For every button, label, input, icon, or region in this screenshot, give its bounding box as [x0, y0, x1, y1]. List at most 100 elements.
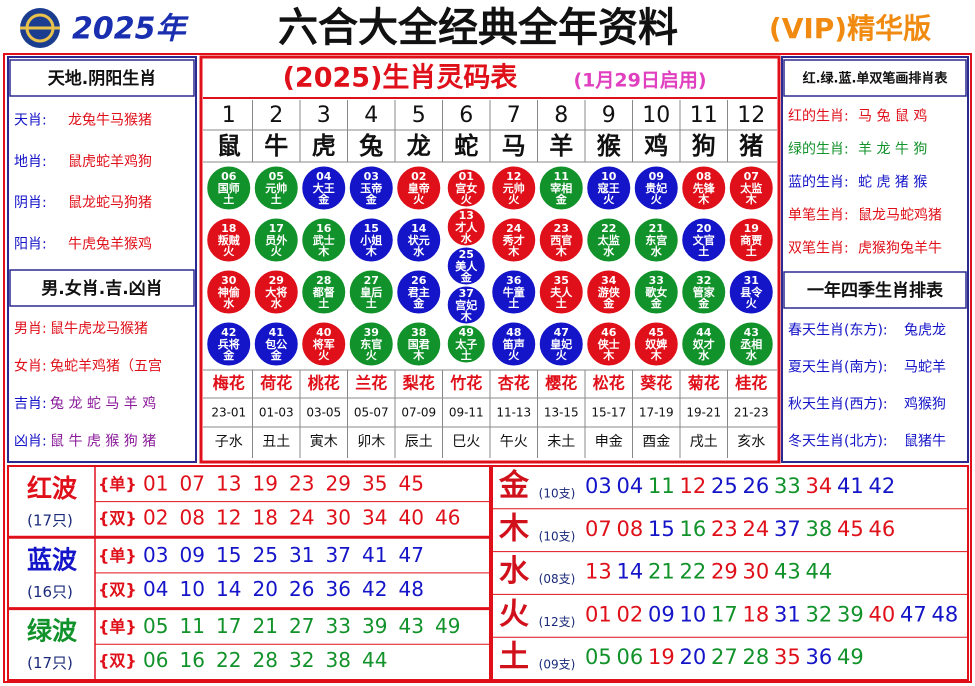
panel-row-label: 红的生肖:	[788, 109, 849, 125]
left-frame	[7, 56, 197, 463]
number-ball	[538, 269, 584, 315]
ball-name: 商贾	[740, 233, 762, 247]
panel-title-box	[9, 269, 195, 307]
ball-name: 东官	[360, 337, 382, 351]
element-number: 36	[806, 645, 833, 669]
ball-number: 40	[316, 326, 332, 339]
column-zodiac: 蛇	[454, 132, 478, 160]
element-number: 39	[837, 602, 864, 626]
element-number: 08	[617, 517, 644, 541]
ball-element: 木	[650, 348, 663, 362]
element-number: 12	[680, 474, 707, 498]
column-zodiac: 龙	[407, 132, 431, 160]
ball-element: 金	[317, 192, 330, 206]
ball-number: 45	[649, 326, 664, 339]
ball-element: 木	[697, 192, 710, 206]
wave-number: 48	[399, 577, 424, 601]
wave-number: 19	[253, 472, 278, 496]
panel-row-label: 阴肖:	[14, 195, 47, 211]
ball-number: 05	[269, 170, 284, 183]
ball-number: 14	[411, 222, 427, 235]
panel-row-label: 男肖:	[14, 321, 47, 337]
ball-name: 将军	[313, 337, 335, 351]
ball-element: 土	[271, 192, 282, 206]
ball-number: 29	[269, 274, 284, 287]
ball-name: 太监	[597, 233, 620, 247]
column-flower: 梨花	[402, 374, 435, 393]
element-number: 46	[869, 517, 896, 541]
wave-number: 44	[362, 648, 387, 672]
number-ball	[633, 321, 679, 367]
element-name: 金	[498, 469, 530, 504]
column-zodiac: 猴	[597, 132, 622, 160]
ball-name: 皇后	[360, 285, 382, 299]
element-number: 41	[837, 474, 864, 498]
panel-row-label: 阳肖:	[14, 236, 47, 252]
column-index: 1	[222, 103, 236, 128]
number-ball	[253, 217, 299, 263]
element-name: 土	[499, 640, 529, 675]
ball-element: 土	[746, 244, 757, 258]
column-flower: 桃花	[308, 374, 340, 393]
element-number: 10	[680, 602, 707, 626]
number-ball	[491, 269, 537, 315]
ball-element: 土	[318, 296, 329, 310]
ball-element: 金	[602, 296, 615, 310]
ball-element: 金	[650, 296, 663, 310]
ball-number: 10	[601, 170, 617, 183]
column-flower: 梅花	[213, 374, 245, 393]
number-ball	[538, 217, 584, 263]
wave-number: 15	[216, 543, 241, 567]
panel-row-label: 地肖:	[14, 154, 47, 170]
ball-element: 水	[223, 296, 235, 310]
ball-element: 火	[271, 245, 283, 258]
wave-name: 红波	[27, 474, 78, 503]
column-zodiac: 猪	[739, 132, 763, 160]
ball-element: 水	[413, 244, 425, 258]
panel-row-label: 绿的生肖:	[788, 142, 849, 158]
ball-element: 火	[318, 349, 330, 362]
element-number: 05	[585, 645, 612, 669]
panel-row-value: 马 兔 鼠 鸡	[858, 108, 927, 125]
ball-name: 太子	[454, 337, 477, 351]
wave-number: 26	[289, 577, 314, 601]
ball-name: 玉帝	[360, 181, 382, 195]
ball-name: 贵妃	[645, 181, 667, 195]
wave-number: 24	[289, 506, 314, 530]
number-ball	[681, 165, 727, 211]
wave-number: 34	[362, 506, 387, 530]
ball-name: 东宫	[645, 233, 667, 247]
ball-element: 水	[698, 348, 710, 362]
number-ball	[633, 165, 679, 211]
ball-number: 49	[459, 326, 474, 339]
element-number: 29	[711, 560, 738, 584]
panel-row-value: 羊 龙 牛 狗	[858, 142, 927, 158]
table-subtitle: (1月29日启用)	[573, 69, 706, 92]
wave-number: 18	[253, 506, 278, 530]
panel-row-value: 鸡猴狗	[904, 396, 946, 413]
panel-title-box	[9, 59, 195, 97]
column-index: 10	[642, 103, 670, 128]
wave-count: (17只)	[27, 512, 73, 530]
number-ball	[446, 246, 486, 286]
ball-element: 木	[412, 348, 425, 362]
ball-name: 丞相	[740, 337, 762, 351]
element-number: 31	[774, 602, 801, 626]
ball-number: 47	[554, 326, 569, 339]
wave-name: 绿波	[27, 617, 78, 646]
wave-number: 31	[289, 543, 314, 567]
ball-element: 水	[271, 296, 283, 310]
ball-name: 夫人	[550, 285, 573, 299]
column-index: 8	[554, 103, 568, 128]
element-number: 35	[774, 645, 801, 669]
element-number: 26	[743, 474, 770, 498]
panel-row-value: 牛虎兔羊猴鸡	[68, 235, 152, 252]
element-number: 06	[617, 645, 644, 669]
ball-number: 06	[221, 170, 237, 183]
column-zodiac: 牛	[264, 132, 288, 160]
ball-number: 39	[364, 326, 379, 339]
ball-name: 皇妃	[550, 337, 572, 351]
ball-element: 土	[366, 296, 377, 310]
ball-name: 元帅	[265, 181, 287, 195]
ball-number: 44	[696, 326, 712, 339]
